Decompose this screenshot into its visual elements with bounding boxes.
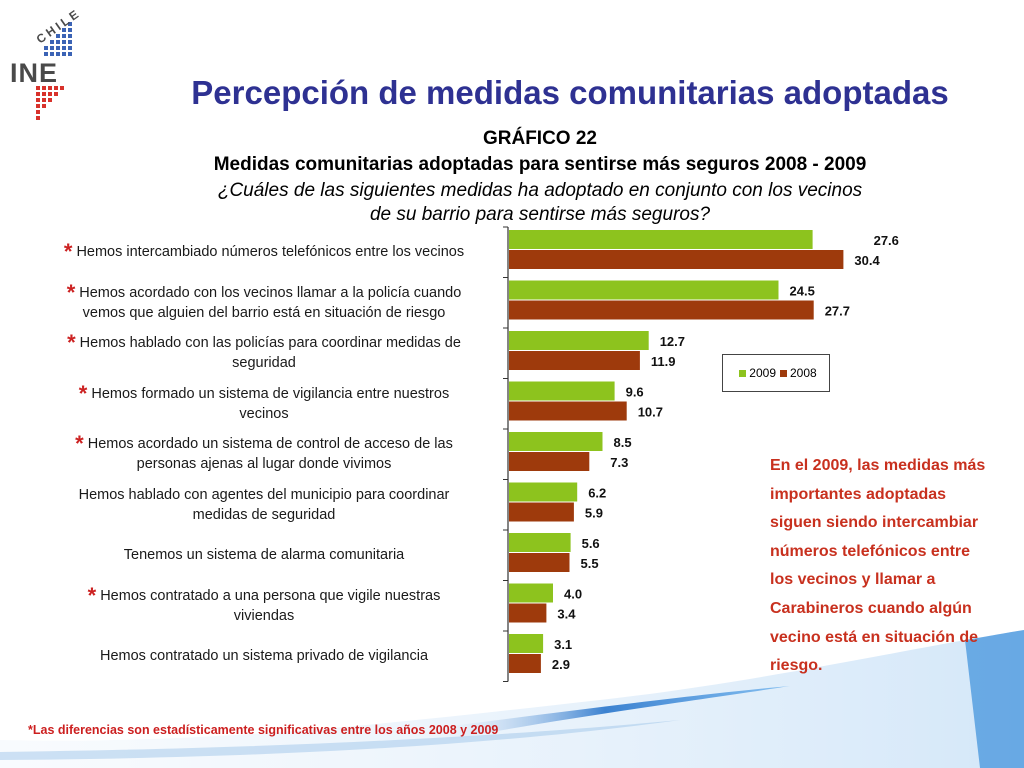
legend-label-2009: 2009: [749, 366, 776, 380]
chart-number: GRÁFICO 22: [482, 128, 598, 149]
value-label-2009-6: 6.2: [588, 486, 606, 501]
value-label-2009-8: 4.0: [564, 587, 582, 602]
bar-2008-4: [509, 401, 627, 421]
bar-2009-7: [509, 533, 571, 552]
bar-2009-9: [509, 634, 544, 653]
value-label-2008-8: 3.4: [557, 607, 576, 622]
value-label-2008-9: 2.9: [552, 657, 570, 672]
bar-2008-2: [509, 300, 814, 320]
value-label-2008-2: 27.7: [825, 304, 850, 319]
bar-2009-2: [509, 280, 779, 300]
bar-2008-3: [509, 351, 640, 370]
bar-2008-6: [509, 502, 574, 522]
ine-logo: CHILE INE: [10, 6, 83, 120]
value-label-2008-6: 5.9: [585, 506, 603, 521]
legend-label-2008: 2008: [790, 366, 817, 380]
bar-2008-1: [509, 250, 844, 269]
value-label-2009-5: 8.5: [614, 435, 632, 450]
bar-2009-1: [509, 230, 813, 249]
bar-2009-3: [509, 331, 649, 350]
bar-2008-7: [509, 553, 570, 572]
bar-2008-5: [509, 452, 590, 471]
bar-2009-4: [509, 381, 615, 401]
value-label-2009-9: 3.1: [554, 637, 572, 652]
legend-swatch-2009: [739, 369, 747, 377]
value-label-2008-4: 10.7: [638, 405, 663, 420]
chart-title: Medidas comunitarias adoptadas para sent…: [213, 154, 867, 175]
value-label-2009-1: 27.6: [874, 233, 899, 248]
bar-2008-8: [509, 603, 547, 623]
side-note: En el 2009, las medidas más importantes …: [770, 457, 986, 675]
chart-question-line-1: ¿Cuáles de las siguientes medidas ha ado…: [217, 180, 863, 201]
chart-question-line-2: de su barrio para sentirse más seguros?: [369, 204, 711, 225]
legend: 2009 2008: [722, 354, 830, 392]
value-label-2009-4: 9.6: [626, 385, 644, 400]
value-label-2008-7: 5.5: [581, 556, 599, 571]
legend-swatch-2008: [780, 369, 787, 377]
value-label-2009-7: 5.6: [582, 536, 600, 551]
value-label-2008-1: 30.4: [854, 253, 880, 268]
value-label-2009-2: 24.5: [790, 284, 815, 299]
bar-2009-8: [509, 583, 553, 603]
bar-2009-5: [509, 432, 603, 451]
bar-2009-6: [509, 482, 578, 502]
value-label-2009-3: 12.7: [660, 334, 685, 349]
page-title: Percepción de medidas comunitarias adopt…: [191, 74, 949, 111]
bar-2008-9: [509, 654, 541, 673]
logo-word-text: INE: [10, 58, 58, 88]
value-label-2008-5: 7.3: [610, 455, 628, 470]
value-label-2008-3: 11.9: [651, 354, 676, 369]
footnote: *Las diferencias son estadísticamente si…: [28, 723, 499, 737]
